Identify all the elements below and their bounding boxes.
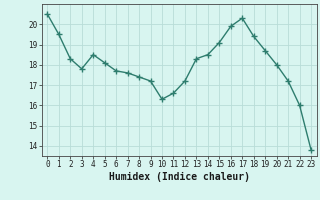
X-axis label: Humidex (Indice chaleur): Humidex (Indice chaleur) bbox=[109, 172, 250, 182]
